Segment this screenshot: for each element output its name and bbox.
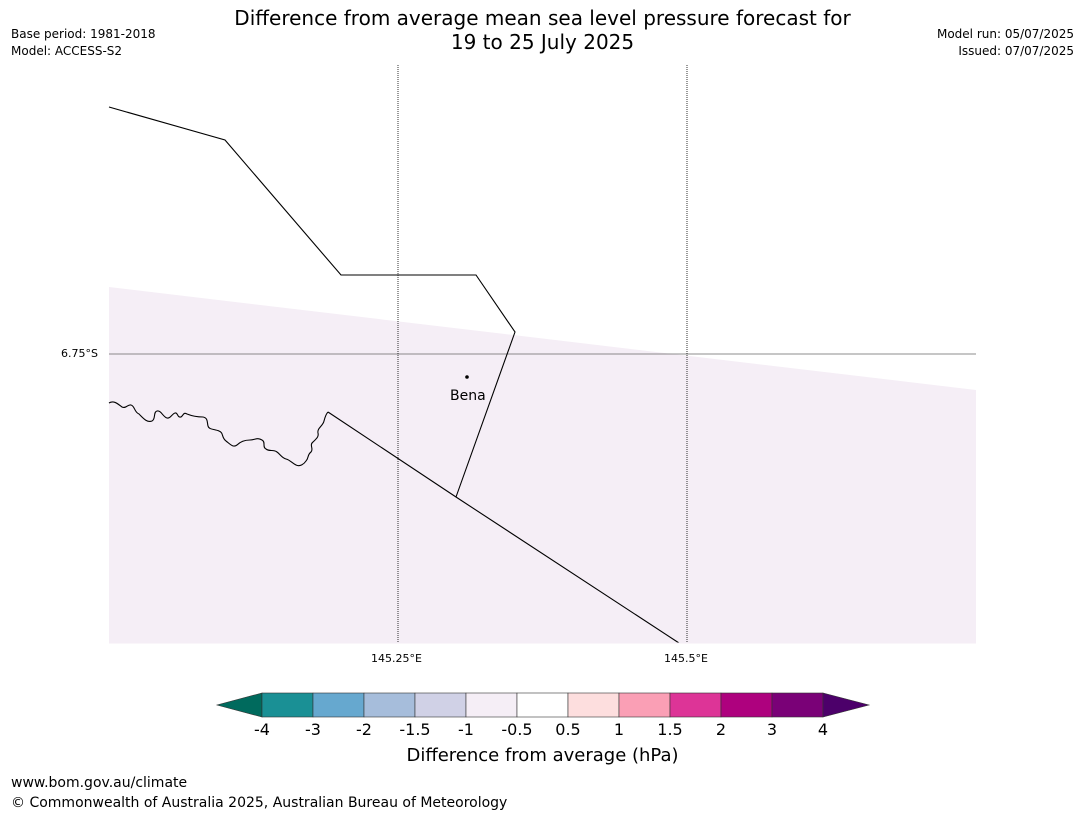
chart-title: Difference from average mean sea level p… xyxy=(0,6,1085,54)
colorbar-tick-label: -4 xyxy=(254,720,270,739)
longitude-label-1: 145.25°E xyxy=(371,652,422,665)
province-boundary xyxy=(108,106,516,498)
title-line-1: Difference from average mean sea level p… xyxy=(234,6,851,30)
title-line-2: 19 to 25 July 2025 xyxy=(450,30,635,54)
province-boundary-south xyxy=(327,411,680,644)
river-boundary xyxy=(108,401,329,467)
anomaly-shading xyxy=(109,287,976,643)
longitude-label-2: 145.5°E xyxy=(664,652,708,665)
colorbar-tick-label: 4 xyxy=(817,720,829,739)
colorbar-label: Difference from average (hPa) xyxy=(406,745,679,766)
colorbar-tick-label: 2 xyxy=(715,720,727,739)
colorbar-under-arrow xyxy=(215,692,263,718)
footer-copyright: © Commonwealth of Australia 2025, Austra… xyxy=(11,795,508,811)
colorbar-segment xyxy=(720,692,773,718)
colorbar-segment xyxy=(465,692,518,718)
colorbar-tick-label: -2 xyxy=(356,720,372,739)
place-marker-bena xyxy=(465,375,469,379)
colorbar-tick-label: -1.5 xyxy=(399,720,431,739)
colorbar-segment xyxy=(516,692,569,718)
meta-right: Model run: 05/07/2025 Issued: 07/07/2025 xyxy=(937,26,1074,60)
place-label-bena: Bena xyxy=(450,388,486,404)
meta-left: Base period: 1981-2018 Model: ACCESS-S2 xyxy=(11,26,156,60)
colorbar-tick-label: 3 xyxy=(766,720,778,739)
colorbar-segment xyxy=(771,692,824,718)
colorbar-tick-label: -3 xyxy=(305,720,321,739)
colorbar-segment xyxy=(414,692,467,718)
colorbar-segment xyxy=(312,692,365,718)
colorbar-tick-label: 1.5 xyxy=(657,720,683,739)
model-name: Model: ACCESS-S2 xyxy=(11,44,123,58)
model-run: Model run: 05/07/2025 xyxy=(936,27,1074,41)
colorbar-tick-label: -0.5 xyxy=(501,720,533,739)
colorbar-segment xyxy=(669,692,722,718)
colorbar-tick-label: -1 xyxy=(458,720,474,739)
colorbar-tick-label: 1 xyxy=(613,720,625,739)
issued-date: Issued: 07/07/2025 xyxy=(958,44,1074,58)
footer-url[interactable]: www.bom.gov.au/climate xyxy=(11,775,188,791)
latitude-label: 6.75°S xyxy=(61,347,98,360)
colorbar-segment xyxy=(261,692,314,718)
base-period: Base period: 1981-2018 xyxy=(11,27,156,41)
colorbar xyxy=(215,692,871,718)
colorbar-tick-label: 0.5 xyxy=(555,720,581,739)
colorbar-segment xyxy=(567,692,620,718)
colorbar-segment xyxy=(363,692,416,718)
map xyxy=(108,65,976,644)
colorbar-over-arrow xyxy=(822,692,871,718)
colorbar-segment xyxy=(618,692,671,718)
